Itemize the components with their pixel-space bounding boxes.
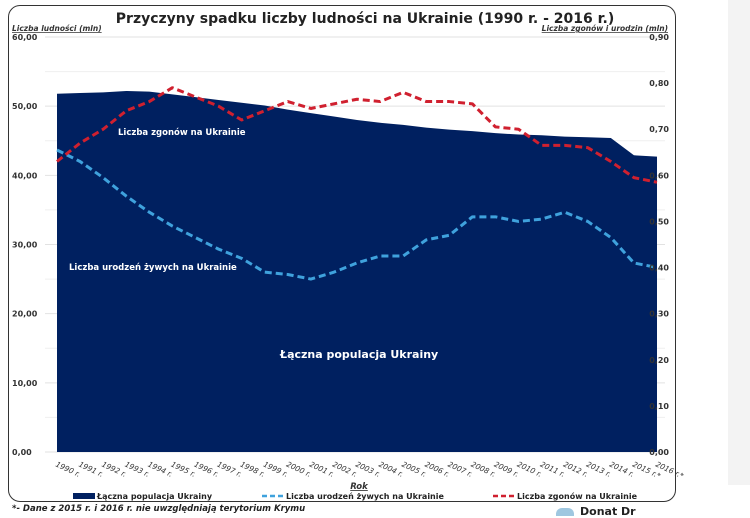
y2-axis-ticks: 0,00 0,10 0,20 0,30 0,40 0,50 0,60 0,70 0,80 0,90 (649, 33, 669, 457)
x-tick-label: 2002 r. (331, 460, 359, 479)
x-tick-label: 1990 r. (54, 460, 82, 479)
legend-label: Liczba zgonów na Ukrainie (517, 491, 638, 501)
y-axis-ticks: 0,00 10,00 20,00 30,00 40,00 50,00 60,00 (12, 33, 38, 457)
x-tick-label: 1999 r. (262, 460, 290, 479)
x-tick-label: 2006 r. (423, 460, 451, 479)
x-tick-label: 1996 r. (193, 460, 221, 479)
y-tick-label: 20,00 (12, 310, 38, 319)
y2-tick-label: 0,80 (649, 79, 669, 88)
y-tick-label: 10,00 (12, 379, 38, 388)
x-tick-label: 2011 r. (539, 460, 567, 479)
y2-tick-label: 0,70 (649, 125, 669, 134)
y2-tick-label: 0,60 (649, 171, 669, 180)
logo-icon (556, 508, 574, 516)
x-tick-label: 1997 r. (216, 460, 244, 479)
x-axis-ticks: 1990 r.1991 r.1992 r.1993 r.1994 r.1995 … (54, 460, 685, 481)
annotation-deaths: Liczba zgonów na Ukrainie (118, 127, 246, 138)
legend-label: Łączna populacja Ukrainy (96, 492, 213, 501)
y2-tick-label: 0,20 (649, 356, 669, 365)
x-tick-label: 1992 r. (100, 460, 128, 479)
y2-tick-label: 0,90 (649, 33, 669, 42)
y-axis-title: Liczba ludności (mln) (12, 24, 102, 33)
x-tick-label: 2010 r. (516, 460, 544, 479)
y2-tick-label: 0,00 (649, 448, 669, 457)
x-tick-label: 1993 r. (123, 460, 151, 479)
x-tick-label: 1991 r. (77, 460, 105, 479)
series-area-population (57, 90, 657, 452)
x-tick-label: 1998 r. (239, 460, 267, 479)
logo-text: Donat Dr (580, 505, 636, 518)
x-tick-label: 2012 r. (562, 460, 590, 479)
series-line-deaths (56, 86, 658, 184)
y2-tick-label: 0,40 (649, 264, 669, 273)
y-tick-label: 50,00 (12, 102, 38, 111)
legend: Łączna populacja Ukrainy Liczba urodzeń ż… (73, 491, 638, 501)
x-tick-label: 2005 r. (400, 460, 428, 479)
x-tick-label: 1995 r. (170, 460, 198, 479)
series-lines (56, 86, 658, 281)
population-area (57, 90, 657, 452)
y2-tick-label: 0,10 (649, 402, 669, 411)
x-tick-label: 2013 r. (585, 460, 613, 479)
x-tick-label: 2000 r. (285, 460, 313, 479)
x-tick-label: 1994 r. (146, 460, 174, 479)
y2-tick-label: 0,50 (649, 217, 669, 226)
y-tick-label: 60,00 (12, 33, 38, 42)
x-tick-label: 2008 r. (470, 460, 498, 479)
series-line-births (56, 148, 658, 281)
x-tick-label: 2001 r. (308, 460, 336, 479)
annotation-population: Łączna populacja Ukrainy (279, 348, 438, 361)
x-tick-label: 2009 r. (493, 460, 521, 479)
logo: Donat Dr (556, 505, 636, 518)
side-panel (728, 0, 750, 485)
legend-label: Liczba urodzeń żywych na Ukrainie (286, 492, 444, 501)
y-tick-label: 0,00 (12, 448, 32, 457)
legend-swatch-population (73, 493, 95, 499)
y2-tick-label: 0,30 (649, 310, 669, 319)
y-tick-label: 30,00 (12, 241, 38, 250)
annotation-births: Liczba urodzeń żywych na Ukrainie (69, 263, 237, 273)
x-tick-label: 2003 r. (354, 460, 382, 479)
x-tick-label: 2014 r. (608, 460, 636, 479)
y2-axis-title: Liczba zgonów i urodzin (mln) (542, 24, 668, 33)
footnote: *- Dane z 2015 r. i 2016 r. nie uwzględn… (12, 504, 306, 514)
x-tick-label: 2007 r. (446, 460, 474, 479)
y-tick-label: 40,00 (12, 171, 38, 180)
x-tick-label: 2004 r. (377, 460, 405, 479)
chart-title: Przyczyny spadku liczby ludności na Ukra… (116, 11, 614, 27)
x-axis-title: Rok (350, 482, 369, 492)
